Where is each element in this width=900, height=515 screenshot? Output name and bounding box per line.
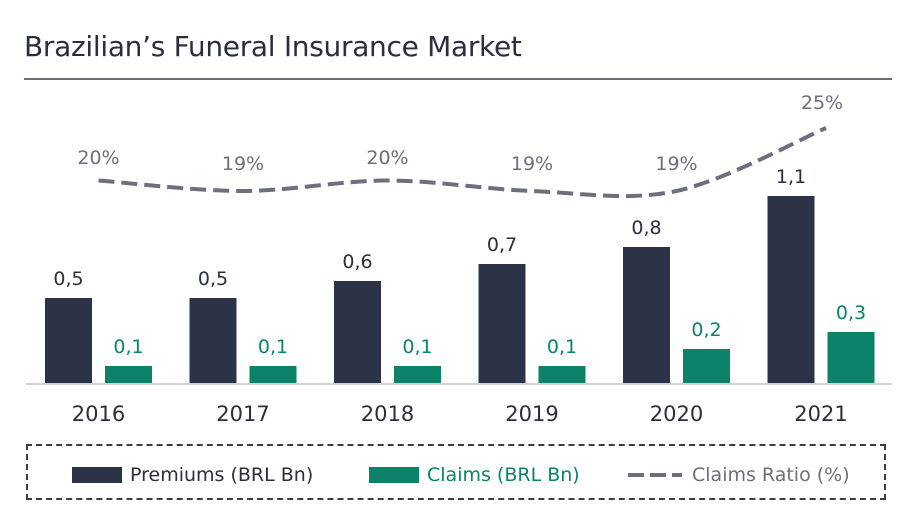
- premiums-swatch: [72, 467, 122, 483]
- claims-swatch: [369, 467, 419, 483]
- ratio-swatch: [628, 473, 682, 477]
- claims-bar: [683, 349, 730, 383]
- premiums-bar: [623, 247, 670, 383]
- claims-bar: [249, 366, 297, 383]
- premiums-bar: [478, 264, 526, 383]
- claims-data-label: 0,1: [113, 336, 143, 358]
- claims-data-label: 0,1: [547, 336, 577, 358]
- premiums-data-label: 0,6: [342, 251, 372, 273]
- legend-item-ratio: Claims Ratio (%): [628, 464, 850, 486]
- claims-data-label: 0,1: [258, 336, 288, 358]
- ratio-data-label: 19%: [511, 153, 553, 175]
- legend-item-premiums: Premiums (BRL Bn): [72, 464, 313, 486]
- claims-bar: [827, 332, 875, 383]
- ratio-data-label: 20%: [366, 147, 408, 169]
- premiums-data-label: 1,1: [776, 166, 806, 188]
- premiums-bar: [767, 196, 815, 383]
- claims-data-label: 0,3: [836, 302, 866, 324]
- claims-bar: [394, 366, 441, 383]
- premiums-bar: [45, 298, 92, 383]
- claims-bar: [538, 366, 586, 383]
- x-tick-label: 2021: [794, 402, 847, 426]
- premiums-data-label: 0,7: [487, 234, 517, 256]
- premiums-data-label: 0,5: [53, 268, 83, 290]
- x-tick-label: 2018: [361, 402, 414, 426]
- claims-data-label: 0,2: [691, 319, 721, 341]
- claims-bar: [105, 366, 152, 383]
- legend-label-ratio: Claims Ratio (%): [692, 464, 850, 486]
- x-tick-label: 2020: [650, 402, 703, 426]
- premiums-data-label: 0,5: [198, 268, 228, 290]
- premiums-data-label: 0,8: [631, 217, 661, 239]
- ratio-data-label: 20%: [77, 147, 119, 169]
- ratio-data-label: 19%: [655, 153, 697, 175]
- legend-label-claims: Claims (BRL Bn): [427, 464, 580, 486]
- title-divider: [24, 78, 892, 80]
- premiums-bar: [334, 281, 381, 383]
- chart-title: Brazilian’s Funeral Insurance Market: [24, 30, 522, 63]
- x-tick-label: 2016: [72, 402, 125, 426]
- legend: Premiums (BRL Bn) Claims (BRL Bn) Claims…: [26, 444, 886, 500]
- chart-plot: 0,5 0,1 2016 0,5 0,1 2017 0,6 0,1 2018 0,7 0,1 2019…: [26, 92, 892, 426]
- claims-data-label: 0,1: [402, 336, 432, 358]
- x-tick-label: 2019: [505, 402, 558, 426]
- claims-ratio-line: [98, 126, 827, 199]
- premiums-bar: [189, 298, 237, 383]
- legend-item-claims: Claims (BRL Bn): [369, 464, 580, 486]
- x-tick-label: 2017: [216, 402, 269, 426]
- legend-label-premiums: Premiums (BRL Bn): [130, 464, 314, 486]
- ratio-data-label: 19%: [222, 153, 264, 175]
- ratio-data-label: 25%: [801, 92, 843, 114]
